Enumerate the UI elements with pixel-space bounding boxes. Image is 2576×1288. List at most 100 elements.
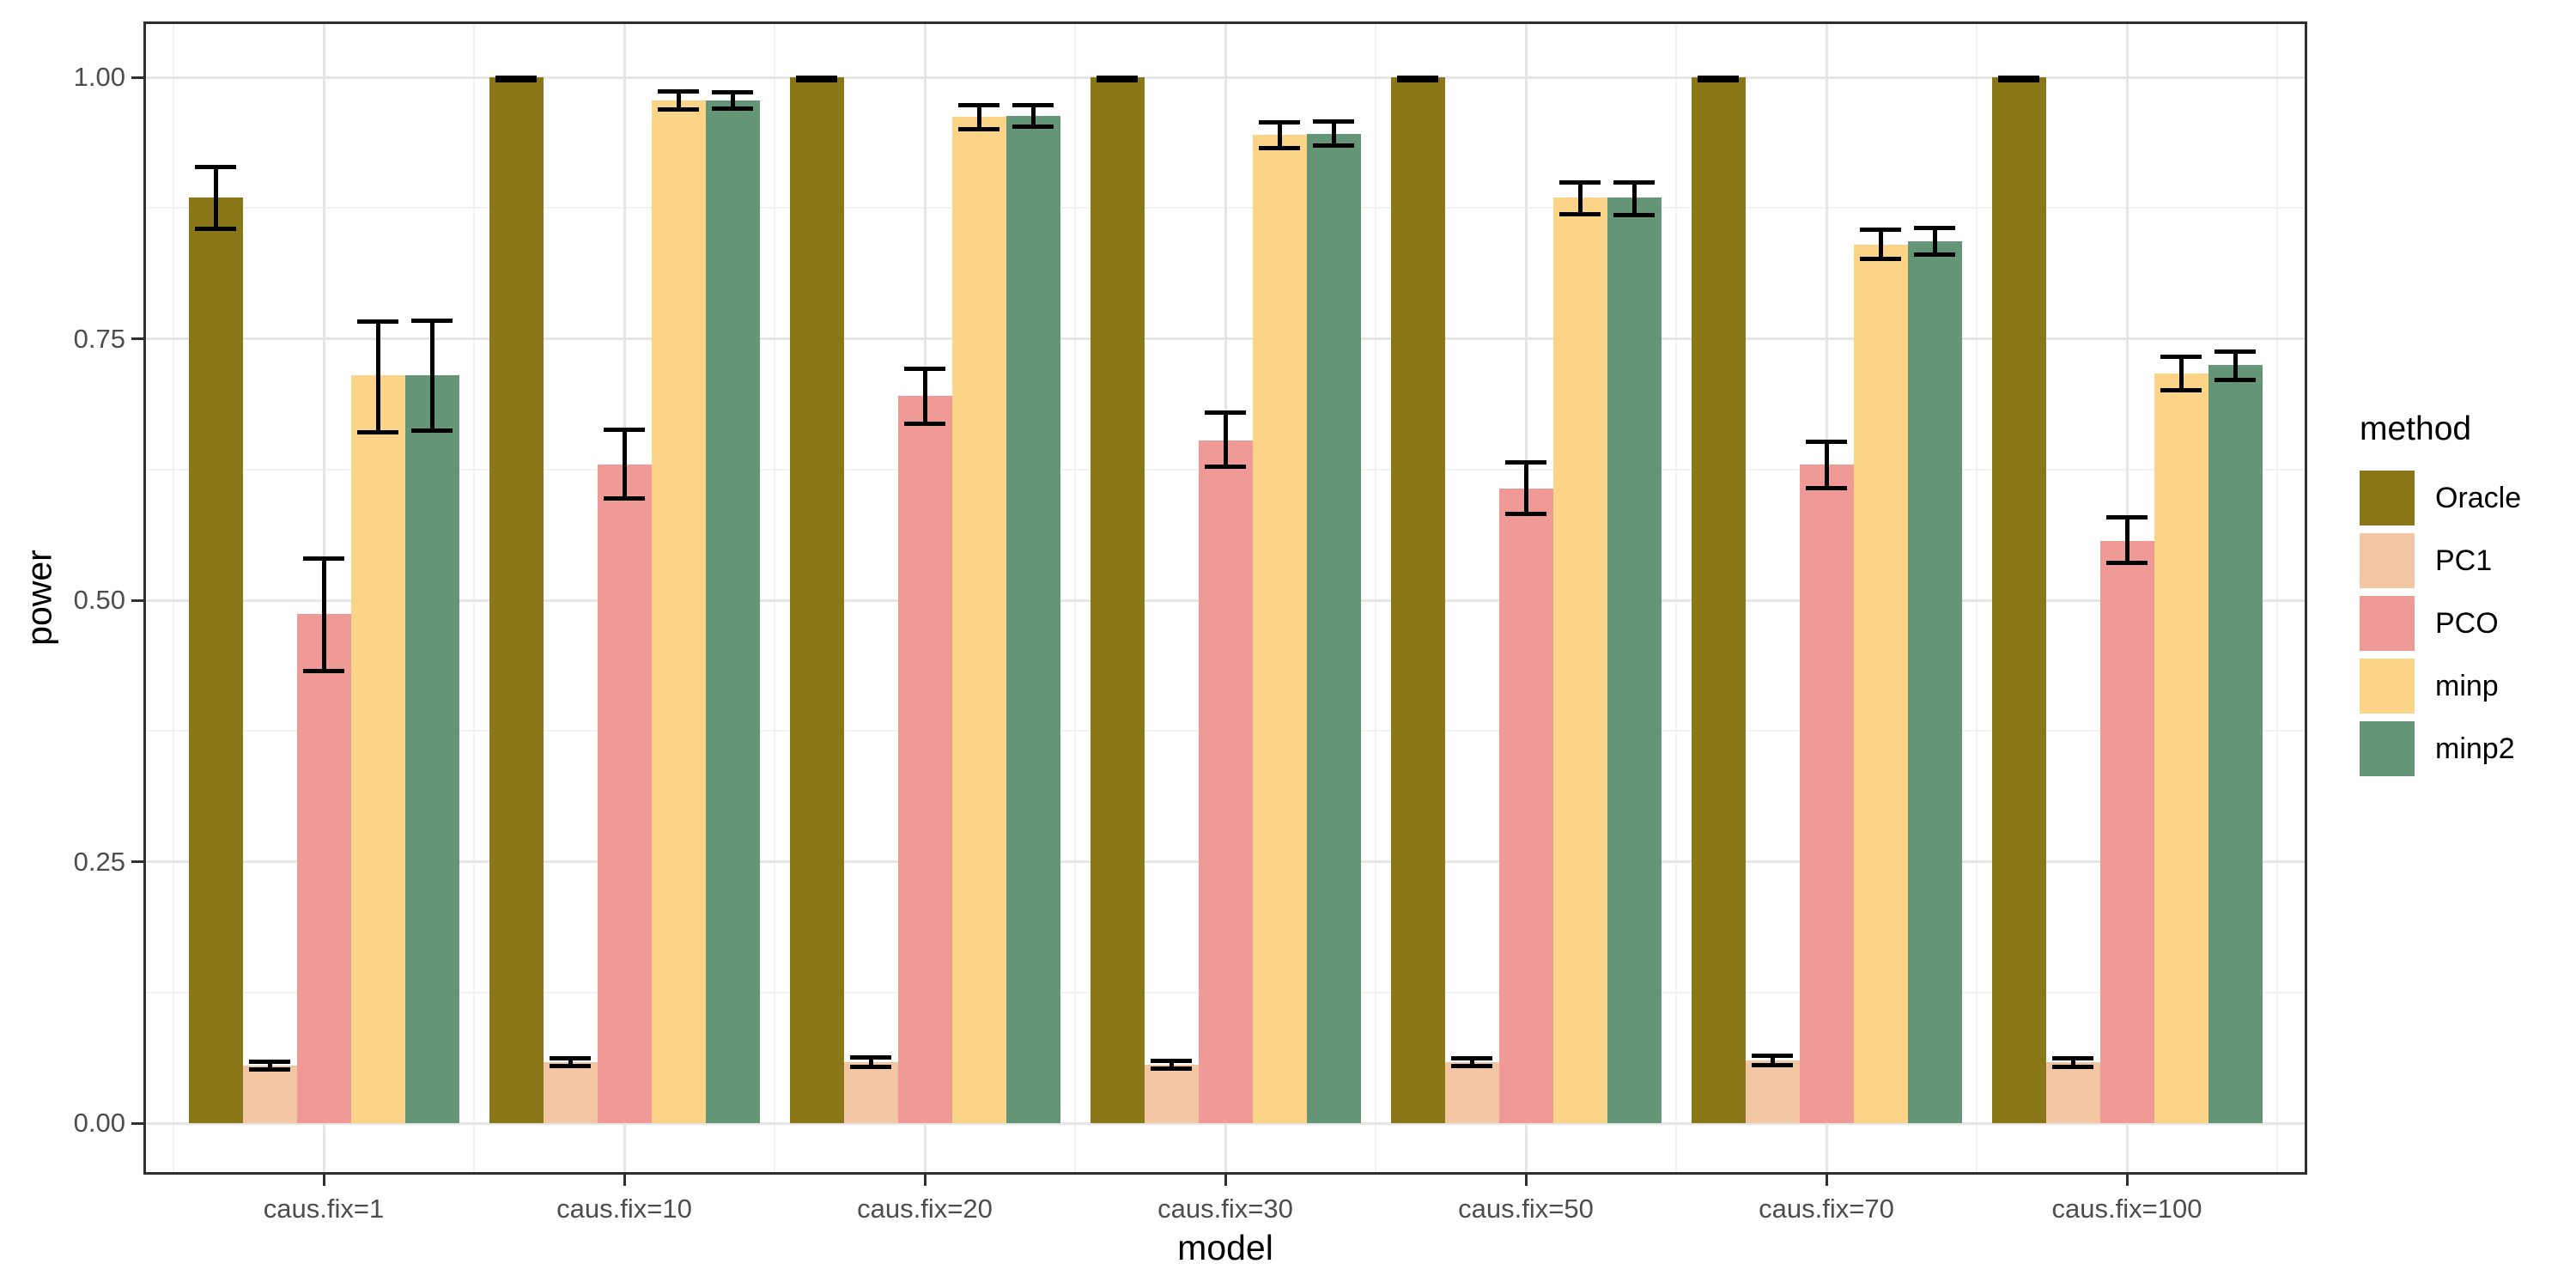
error-bar-cap: [1806, 439, 1847, 444]
x-axis-tick: [923, 1175, 927, 1186]
error-bar-cap: [1259, 145, 1300, 150]
legend-item: PC1: [2360, 533, 2521, 588]
bar-pc1: [1444, 1062, 1499, 1123]
error-bar-cap: [1752, 1063, 1793, 1067]
bar-minp: [1552, 197, 1607, 1123]
error-bar-stem: [1577, 181, 1583, 215]
error-bar-stem: [1030, 104, 1036, 128]
error-bar-cap: [357, 319, 398, 324]
error-bar-stem: [267, 1061, 272, 1070]
bar-oracle: [1991, 77, 2046, 1123]
error-bar-stem: [2070, 1058, 2075, 1068]
x-axis-tick: [1825, 1175, 1828, 1186]
bar-minp: [651, 100, 706, 1123]
error-bar-stem: [1824, 440, 1829, 489]
legend-item: Oracle: [2360, 471, 2521, 526]
bar-minp2: [1907, 241, 1962, 1123]
error-bar-cap: [604, 495, 645, 501]
error-bar-stem: [730, 92, 735, 109]
y-tick-label: 0.75: [73, 323, 125, 354]
legend-item-label: PCO: [2435, 606, 2499, 640]
legend-title: method: [2360, 410, 2472, 447]
x-axis-title: model: [1177, 1228, 1273, 1267]
y-axis-tick: [131, 1121, 143, 1125]
error-bar-cap: [1860, 256, 1901, 261]
x-tick-label: caus.fix=70: [1759, 1194, 1894, 1224]
error-bar-cap: [1397, 76, 1438, 80]
error-bar-stem: [2233, 351, 2238, 381]
bar-oracle: [1090, 77, 1145, 1123]
error-bar-cap: [2160, 388, 2202, 393]
error-bar-cap: [1613, 212, 1655, 217]
y-tick-label: 0.25: [73, 846, 125, 877]
error-bar-cap: [658, 106, 699, 112]
x-axis-tick: [623, 1175, 626, 1186]
error-bar-cap: [958, 126, 999, 131]
error-bar-cap: [1698, 76, 1739, 80]
bar-oracle: [188, 197, 243, 1123]
legend: method Oracle PC1 PCO minp minp2: [2360, 410, 2521, 784]
error-bar-stem: [213, 166, 218, 229]
error-bar-cap: [2106, 561, 2148, 566]
error-bar-cap: [1505, 512, 1546, 517]
error-bar-cap: [249, 1060, 290, 1065]
bar-pco: [2099, 540, 2154, 1123]
error-bar-cap: [1259, 120, 1300, 125]
gridline-minor-x: [774, 24, 775, 1172]
error-bar-cap: [1313, 119, 1354, 125]
bar-minp2: [404, 375, 459, 1123]
bar-pco: [296, 613, 351, 1123]
error-bar-cap: [1559, 211, 1601, 216]
error-bar-cap: [550, 1064, 591, 1069]
legend-swatch-pc1: [2360, 533, 2415, 588]
bar-pc1: [1745, 1060, 1800, 1123]
legend-item-label: minp2: [2435, 732, 2515, 765]
error-bar-cap: [1451, 1056, 1492, 1061]
error-bar-cap: [1012, 125, 1054, 130]
x-axis-tick: [2125, 1175, 2129, 1186]
x-axis-tick: [1524, 1175, 1528, 1186]
bar-pc1: [2045, 1062, 2100, 1123]
error-bar-cap: [850, 1055, 891, 1060]
error-bar-cap: [904, 366, 945, 371]
error-bar-cap: [850, 1065, 891, 1070]
bar-pc1: [543, 1062, 598, 1123]
error-bar-stem: [375, 320, 380, 434]
gridline-minor-x: [173, 24, 174, 1172]
bar-minp2: [1306, 133, 1361, 1123]
error-bar-stem: [676, 90, 681, 110]
bar-pco: [1198, 440, 1253, 1123]
bar-minp2: [2208, 364, 2263, 1123]
error-bar-stem: [622, 429, 627, 499]
error-bar-cap: [658, 88, 699, 94]
error-bar-stem: [321, 558, 326, 671]
error-bar-cap: [2215, 378, 2256, 383]
error-bar-stem: [1878, 228, 1883, 259]
error-bar-stem: [868, 1057, 873, 1068]
error-bar-cap: [1097, 76, 1138, 80]
error-bar-stem: [1631, 181, 1637, 216]
error-bar-cap: [2160, 355, 2202, 360]
bar-pc1: [242, 1066, 297, 1123]
error-bar-cap: [249, 1066, 290, 1072]
y-tick-label: 0.00: [73, 1108, 125, 1138]
error-bar-cap: [1097, 77, 1138, 82]
error-bar-stem: [922, 368, 927, 425]
error-bar-cap: [495, 76, 537, 80]
x-tick-label: caus.fix=20: [857, 1194, 993, 1224]
gridline-minor-x: [1074, 24, 1076, 1172]
bar-oracle: [789, 77, 844, 1123]
legend-swatch-minp2: [2360, 721, 2415, 776]
error-bar-cap: [195, 226, 236, 231]
error-bar-cap: [1698, 77, 1739, 82]
error-bar-cap: [411, 318, 453, 323]
legend-item: PCO: [2360, 596, 2521, 651]
error-bar-cap: [1914, 226, 1955, 231]
bar-pco: [597, 464, 652, 1123]
x-tick-label: caus.fix=10: [556, 1194, 692, 1224]
bar-pc1: [1144, 1064, 1199, 1123]
error-bar-cap: [1806, 485, 1847, 490]
legend-item-label: Oracle: [2435, 481, 2522, 514]
error-bar-stem: [1331, 121, 1336, 147]
bar-pc1: [843, 1062, 898, 1123]
